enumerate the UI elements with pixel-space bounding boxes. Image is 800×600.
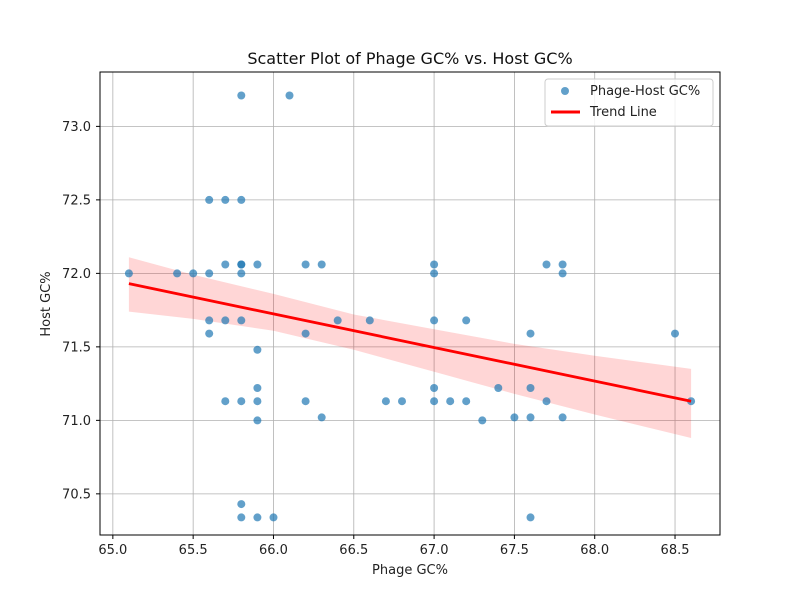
y-tick-label: 73.0 <box>62 120 91 135</box>
data-point <box>430 397 439 406</box>
data-point <box>237 195 246 204</box>
plot-frame <box>99 71 721 536</box>
x-tick-label: 66.5 <box>339 543 368 558</box>
data-point <box>205 269 214 278</box>
legend-box <box>544 78 714 127</box>
data-point <box>430 316 439 325</box>
data-point <box>221 316 230 325</box>
data-point <box>253 384 262 392</box>
x-tick-label: 68.0 <box>580 543 609 558</box>
legend-scatter-marker <box>561 87 569 95</box>
scatter-points <box>124 91 696 522</box>
data-point <box>237 260 246 269</box>
x-tick-label: 65.0 <box>98 543 127 558</box>
y-tick-label: 72.5 <box>62 193 91 208</box>
chart-title: Scatter Plot of Phage GC% vs. Host GC% <box>247 49 572 68</box>
data-point <box>301 329 310 338</box>
data-point <box>462 397 471 406</box>
data-point <box>253 260 262 269</box>
trend-line-layer <box>128 282 692 403</box>
data-point <box>526 413 535 422</box>
data-point <box>301 397 310 406</box>
data-point <box>189 269 198 278</box>
x-axis-label: Phage GC% <box>372 563 448 578</box>
x-tick-label: 68.5 <box>661 543 690 558</box>
y-axis-ticks: 70.5 71.0 71.5 72.0 72.5 73.0 <box>62 120 100 502</box>
data-point <box>237 397 246 406</box>
y-tick-label: 71.0 <box>62 414 91 429</box>
y-tick-label: 72.0 <box>62 267 91 282</box>
data-point <box>542 260 551 269</box>
trend-line <box>128 282 692 403</box>
data-point <box>430 269 439 278</box>
data-point <box>237 91 246 100</box>
data-point <box>558 413 567 422</box>
data-point <box>558 269 567 278</box>
legend-label-points: Phage-Host GC% <box>590 84 700 99</box>
legend-label-trend: Trend Line <box>589 105 657 120</box>
data-point <box>526 384 535 392</box>
data-point <box>173 269 182 278</box>
x-tick-label: 67.5 <box>500 543 529 558</box>
y-axis-label: Host GC% <box>39 271 54 336</box>
data-point <box>317 413 326 422</box>
data-point <box>221 397 230 406</box>
data-point <box>430 384 439 392</box>
data-point <box>205 316 214 325</box>
data-point <box>237 269 246 278</box>
data-point <box>526 329 535 338</box>
data-point <box>205 195 214 204</box>
data-point <box>558 260 567 269</box>
data-point <box>221 260 230 269</box>
data-point <box>221 195 230 204</box>
data-point <box>542 397 551 406</box>
data-point <box>526 513 535 522</box>
data-point <box>687 397 696 406</box>
data-point <box>381 397 390 406</box>
x-tick-label: 67.0 <box>420 543 449 558</box>
data-point <box>124 269 133 278</box>
data-point <box>237 500 246 509</box>
data-point <box>430 260 439 269</box>
x-tick-label: 65.5 <box>179 543 208 558</box>
data-point <box>237 316 246 325</box>
data-point <box>317 260 326 269</box>
data-point <box>285 91 294 100</box>
data-point <box>333 316 342 325</box>
data-point <box>365 316 374 325</box>
data-point <box>462 316 471 325</box>
legend: Phage-Host GC% Trend Line <box>544 78 714 127</box>
data-point <box>253 345 262 354</box>
data-point <box>301 260 310 269</box>
data-point <box>205 329 214 338</box>
data-point <box>446 397 455 406</box>
grid-lines <box>100 72 720 535</box>
x-tick-label: 66.0 <box>259 543 288 558</box>
data-point <box>269 513 278 522</box>
y-tick-label: 70.5 <box>62 487 91 502</box>
confidence-band <box>128 257 692 438</box>
y-tick-label: 71.5 <box>62 340 91 355</box>
data-point <box>237 513 246 522</box>
data-point <box>494 384 503 392</box>
x-axis-ticks: 65.0 65.5 66.0 66.5 67.0 67.5 68.0 68.5 <box>98 535 690 558</box>
data-point <box>510 413 519 422</box>
data-point <box>671 329 679 338</box>
data-point <box>253 397 262 406</box>
data-point <box>253 416 262 425</box>
data-point <box>478 416 487 425</box>
data-point <box>253 513 262 522</box>
confidence-band-layer <box>128 257 692 438</box>
data-point <box>398 397 406 406</box>
